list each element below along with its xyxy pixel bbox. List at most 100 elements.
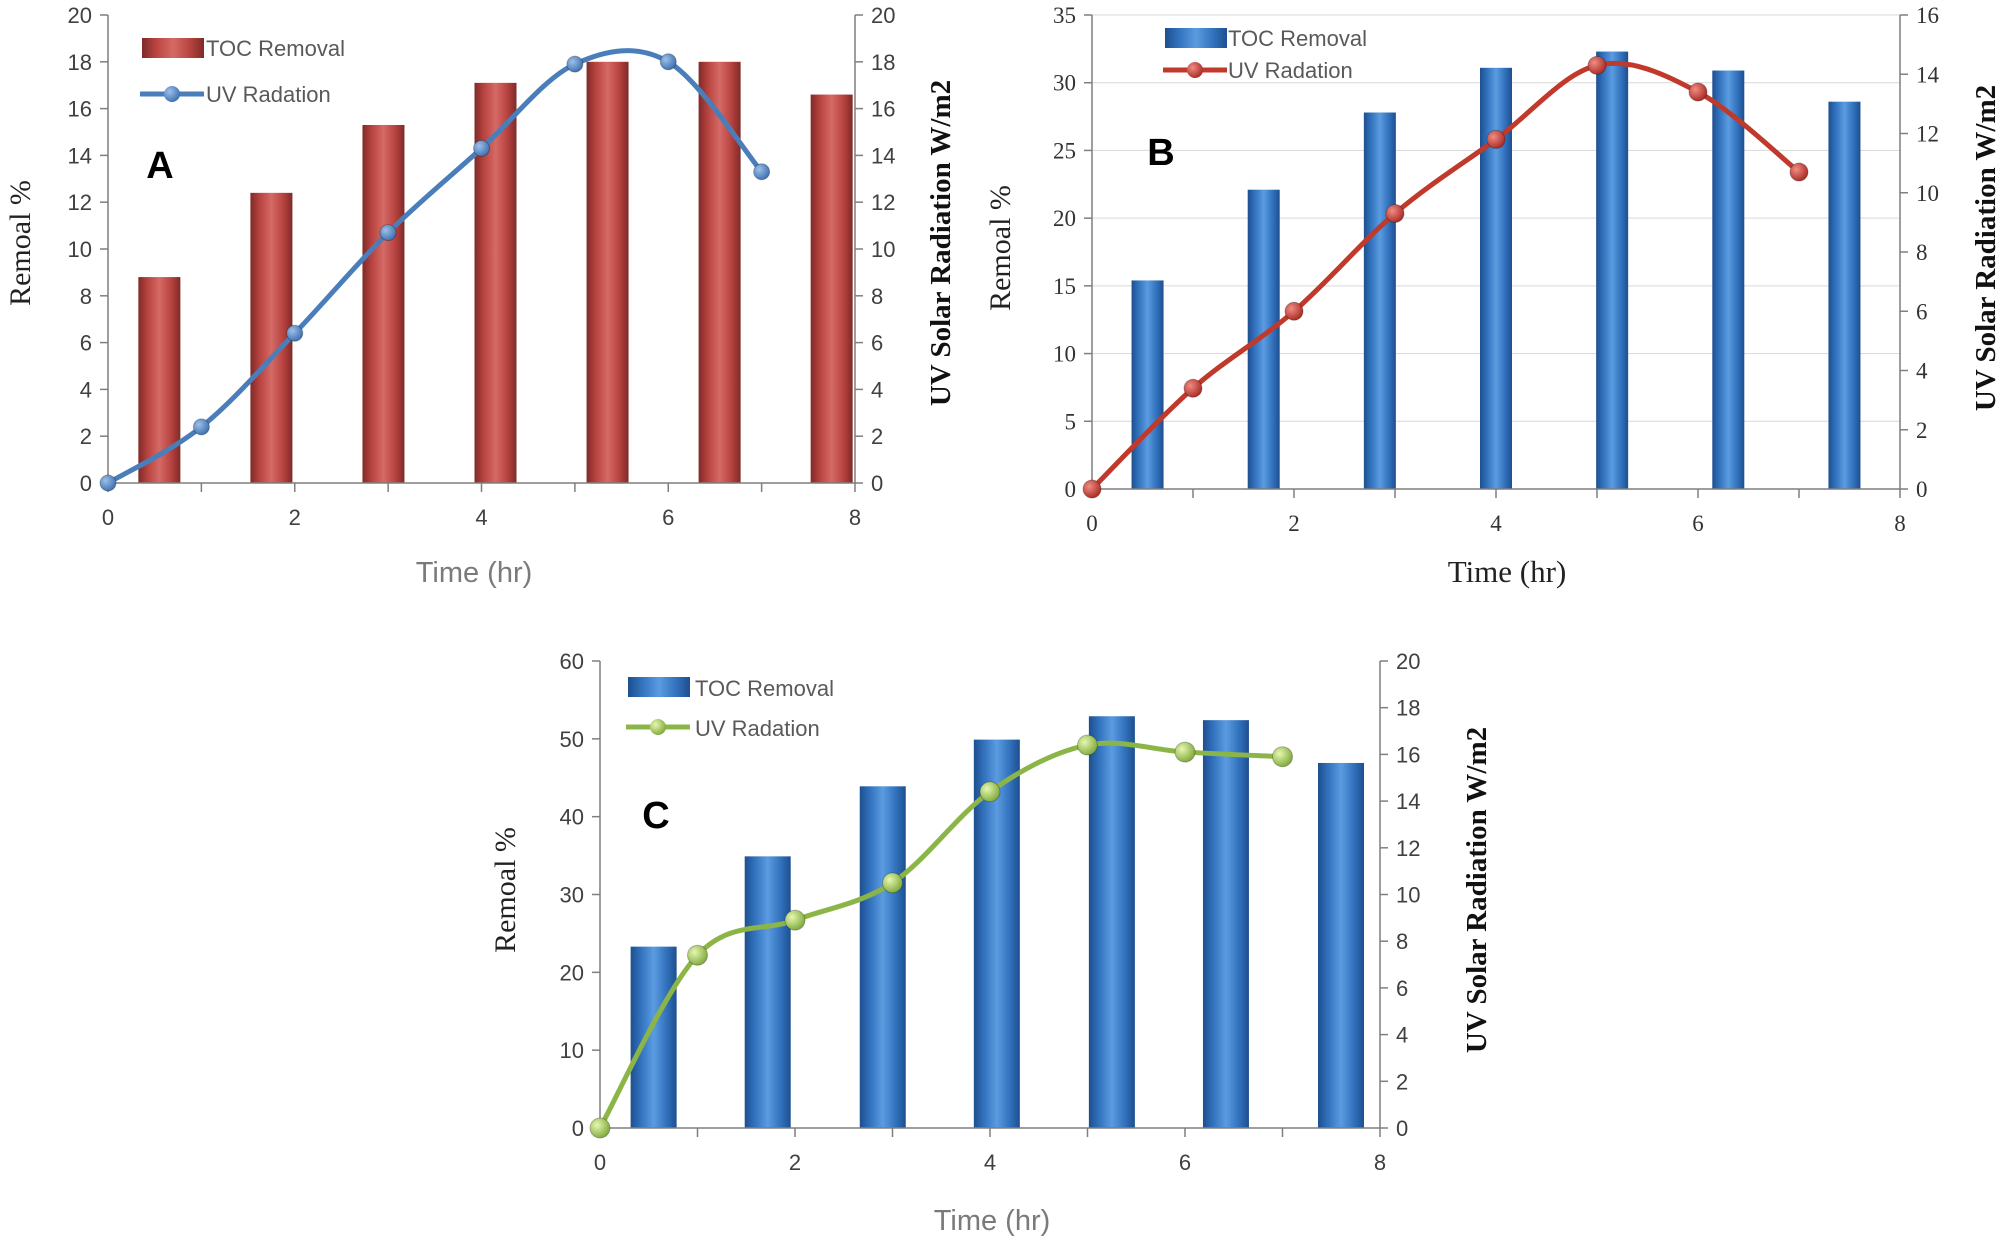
chart-a-ytick-right-label: 8 bbox=[871, 284, 883, 309]
chart-b-xtick-label: 2 bbox=[1288, 511, 1300, 536]
chart-c-ytick-right-label: 0 bbox=[1396, 1116, 1408, 1141]
chart-a-panel-label: A bbox=[146, 145, 173, 187]
chart-c: 0 10 20 30 40 50 60 0 2 4 6 8 10 12 14 16 18 20 0 2 4 6 8 Remo… bbox=[489, 649, 1493, 1237]
chart-c-legend-line-label: UV Radation bbox=[695, 716, 820, 741]
chart-c-bar bbox=[859, 786, 906, 1128]
chart-b-ytick-label: 15 bbox=[1053, 274, 1076, 299]
chart-c-legend-bar-label: TOC Removal bbox=[695, 676, 834, 701]
chart-a-bar bbox=[586, 61, 629, 484]
chart-b-line-point bbox=[1082, 479, 1102, 499]
chart-a-ytick-label: 2 bbox=[80, 424, 92, 449]
chart-c-xtick-label: 4 bbox=[984, 1150, 996, 1175]
chart-a-ytick-right-label: 16 bbox=[871, 97, 895, 122]
chart-b-bar bbox=[1363, 112, 1396, 489]
chart-a-ytick-right-label: 10 bbox=[871, 237, 895, 262]
chart-b-ytick-right-label: 14 bbox=[1916, 62, 1940, 87]
chart-b-ytick-right-label: 2 bbox=[1916, 418, 1928, 443]
chart-a-line-point bbox=[379, 224, 397, 242]
chart-b-plot-area: 0 5 10 15 20 25 30 35 0 2 4 6 8 10 12 14 16 0 2 4 6 8 bbox=[1053, 3, 1940, 536]
chart-a-ytick-label: 18 bbox=[68, 50, 92, 75]
chart-c-ylabel: Remoal % bbox=[489, 827, 522, 953]
chart-c-ytick-label: 50 bbox=[560, 727, 584, 752]
chart-a-legend-line-label: UV Radation bbox=[206, 82, 331, 107]
chart-b-ylabel-right: UV Solar Radiation W/m2 bbox=[1970, 85, 2002, 411]
chart-b-bar bbox=[1712, 70, 1745, 490]
chart-b-bar bbox=[1247, 189, 1280, 489]
chart-c-ytick-label: 30 bbox=[560, 883, 584, 908]
chart-a-line-point bbox=[566, 55, 584, 73]
chart-a-ytick-right-label: 6 bbox=[871, 331, 883, 356]
chart-c-ytick-right-label: 14 bbox=[1396, 789, 1420, 814]
chart-a-ytick-label: 14 bbox=[68, 143, 92, 168]
chart-a-legend-bar-swatch bbox=[142, 38, 204, 58]
chart-c-ytick-right-label: 10 bbox=[1396, 883, 1420, 908]
chart-a-ytick-label: 4 bbox=[80, 377, 92, 402]
chart-b-bar bbox=[1596, 51, 1629, 490]
chart-b-line-point bbox=[1183, 378, 1203, 398]
chart-c-bar bbox=[973, 739, 1020, 1128]
chart-b-line-point bbox=[1587, 55, 1607, 75]
chart-b-ytick-label: 25 bbox=[1053, 138, 1076, 163]
chart-a-line-point bbox=[753, 163, 771, 181]
chart-a-series-line bbox=[105, 48, 765, 486]
chart-a-ytick-label: 8 bbox=[80, 284, 92, 309]
chart-c-xtick-label: 2 bbox=[789, 1150, 801, 1175]
chart-a-legend-bar-label: TOC Removal bbox=[206, 36, 345, 61]
chart-a-bar bbox=[362, 124, 405, 483]
chart-a-line-point bbox=[659, 53, 677, 71]
chart-c-xtick-label: 8 bbox=[1374, 1150, 1386, 1175]
chart-a-xtick-label: 6 bbox=[662, 505, 674, 530]
chart-c-panel-label: C bbox=[642, 795, 669, 837]
chart-c-line-point bbox=[979, 781, 1001, 803]
chart-b-ylabel: Remoal % bbox=[984, 185, 1017, 311]
chart-b-ytick-right-label: 16 bbox=[1916, 3, 1939, 28]
chart-c-ytick-right-label: 18 bbox=[1396, 696, 1420, 721]
chart-b-ytick-right-label: 8 bbox=[1916, 240, 1928, 265]
chart-c-line-point bbox=[882, 872, 903, 894]
chart-a-xlabel: Time (hr) bbox=[416, 557, 533, 589]
chart-a-legend-line-marker bbox=[164, 86, 180, 102]
chart-c-bar bbox=[744, 856, 791, 1128]
chart-c-ytick-label: 0 bbox=[572, 1116, 584, 1141]
chart-c-line-point bbox=[784, 909, 806, 931]
chart-a-ylabel-right: UV Solar Radiation W/m2 bbox=[925, 80, 957, 406]
chart-b-ytick-right-label: 10 bbox=[1916, 181, 1939, 206]
chart-a-xtick-label: 0 bbox=[102, 505, 114, 530]
chart-a-ytick-right-label: 14 bbox=[871, 143, 895, 168]
chart-a-xtick-label: 2 bbox=[289, 505, 301, 530]
chart-a-line-point bbox=[99, 474, 117, 492]
chart-c-xlabel: Time (hr) bbox=[934, 1205, 1051, 1237]
chart-a-line-point bbox=[192, 418, 210, 436]
chart-c-xtick-label: 6 bbox=[1179, 1150, 1191, 1175]
chart-a-ytick-label: 10 bbox=[68, 237, 92, 262]
chart-a-ytick-right-label: 0 bbox=[871, 471, 883, 496]
chart-a-xtick-label: 4 bbox=[475, 505, 487, 530]
chart-c-ytick-right-label: 8 bbox=[1396, 929, 1408, 954]
chart-a-ytick-right-label: 12 bbox=[871, 190, 895, 215]
chart-a-bar bbox=[810, 94, 853, 483]
chart-b-line-point bbox=[1284, 301, 1304, 321]
chart-c-ytick-label: 60 bbox=[560, 649, 584, 674]
chart-c-ytick-right-label: 2 bbox=[1396, 1069, 1408, 1094]
chart-b-ytick-right-label: 12 bbox=[1916, 122, 1939, 147]
chart-b-xtick-label: 0 bbox=[1086, 511, 1098, 536]
chart-b-ytick-label: 35 bbox=[1053, 3, 1076, 28]
chart-b-ytick-right-label: 6 bbox=[1916, 299, 1928, 324]
chart-b-bar bbox=[1131, 280, 1164, 489]
chart-b-legend-bar-swatch bbox=[1165, 28, 1227, 48]
chart-c-series-line bbox=[597, 740, 1285, 1131]
chart-b-ytick-right-label: 0 bbox=[1916, 477, 1928, 502]
chart-b-ytick-label: 5 bbox=[1065, 409, 1077, 434]
chart-a-ytick-label: 20 bbox=[68, 3, 92, 28]
chart-b-series-line bbox=[1089, 60, 1802, 492]
chart-b-legend: TOC Removal UV Radation bbox=[1163, 26, 1367, 83]
chart-c-bar bbox=[1202, 720, 1249, 1128]
chart-a-xtick-label: 8 bbox=[849, 505, 861, 530]
chart-b-ytick-label: 20 bbox=[1053, 206, 1076, 231]
chart-c-plot-area: 0 10 20 30 40 50 60 0 2 4 6 8 10 12 14 16 18 20 0 2 4 6 8 bbox=[560, 649, 1421, 1175]
chart-b-legend-bar-label: TOC Removal bbox=[1228, 26, 1367, 51]
chart-c-ytick-right-label: 16 bbox=[1396, 742, 1420, 767]
chart-c-bar bbox=[1088, 716, 1135, 1128]
chart-c-ytick-label: 20 bbox=[560, 960, 584, 985]
